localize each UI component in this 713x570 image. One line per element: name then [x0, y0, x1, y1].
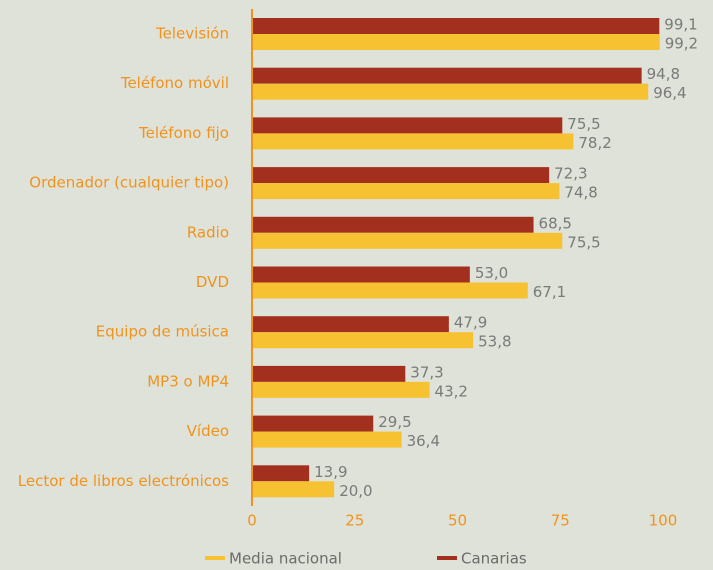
- category-label: Teléfono móvil: [120, 74, 229, 92]
- bar: [252, 67, 642, 84]
- bar: [252, 465, 310, 482]
- value-label: 36,4: [407, 432, 440, 450]
- bar: [252, 133, 574, 150]
- category-label: Equipo de música: [96, 323, 229, 341]
- bar: [252, 266, 470, 283]
- bar: [252, 167, 550, 184]
- x-tick-label: 100: [649, 512, 678, 530]
- value-label: 75,5: [567, 115, 600, 133]
- value-label: 99,1: [664, 16, 697, 34]
- x-tick-label: 75: [551, 512, 570, 530]
- value-label: 43,2: [435, 382, 468, 400]
- value-label: 96,4: [653, 84, 686, 102]
- bar: [252, 332, 474, 349]
- legend-label: Canarias: [461, 550, 527, 568]
- value-label: 78,2: [578, 134, 611, 152]
- bar: [252, 415, 374, 432]
- bar: [252, 83, 649, 100]
- category-label: Vídeo: [187, 422, 229, 440]
- x-tick-label: 0: [247, 512, 257, 530]
- value-label: 74,8: [564, 184, 597, 202]
- legend-label: Media nacional: [229, 550, 342, 568]
- value-label: 53,8: [478, 333, 511, 351]
- value-label: 29,5: [378, 413, 411, 431]
- category-label: Radio: [187, 223, 229, 241]
- value-label: 53,0: [475, 264, 508, 282]
- value-label: 13,9: [314, 463, 347, 481]
- bar: [252, 232, 563, 249]
- bar: [252, 431, 402, 448]
- bar: [252, 381, 430, 398]
- bar: [252, 481, 335, 498]
- value-label: 37,3: [410, 363, 443, 381]
- category-label: MP3 o MP4: [147, 372, 229, 390]
- bar: [252, 18, 660, 34]
- category-label: Teléfono fijo: [138, 124, 229, 142]
- bar: [252, 216, 534, 233]
- bar: [252, 117, 563, 134]
- bar: [252, 183, 560, 200]
- x-tick-label: 50: [448, 512, 467, 530]
- category-label: Televisión: [155, 25, 229, 43]
- value-label: 67,1: [533, 283, 566, 301]
- value-label: 94,8: [647, 65, 680, 83]
- bar: [252, 282, 528, 299]
- value-label: 68,5: [539, 214, 572, 232]
- value-label: 75,5: [567, 233, 600, 251]
- category-label: Ordenador (cualquier tipo): [29, 174, 229, 192]
- bar: [252, 34, 660, 50]
- bar: [252, 316, 449, 333]
- value-label: 72,3: [554, 165, 587, 183]
- category-label: Lector de libros electrónicos: [18, 472, 229, 490]
- value-label: 99,2: [665, 35, 698, 53]
- value-label: 47,9: [454, 314, 487, 332]
- category-label: DVD: [196, 273, 229, 291]
- x-tick-label: 25: [345, 512, 364, 530]
- bar: [252, 365, 406, 382]
- value-label: 20,0: [339, 482, 372, 500]
